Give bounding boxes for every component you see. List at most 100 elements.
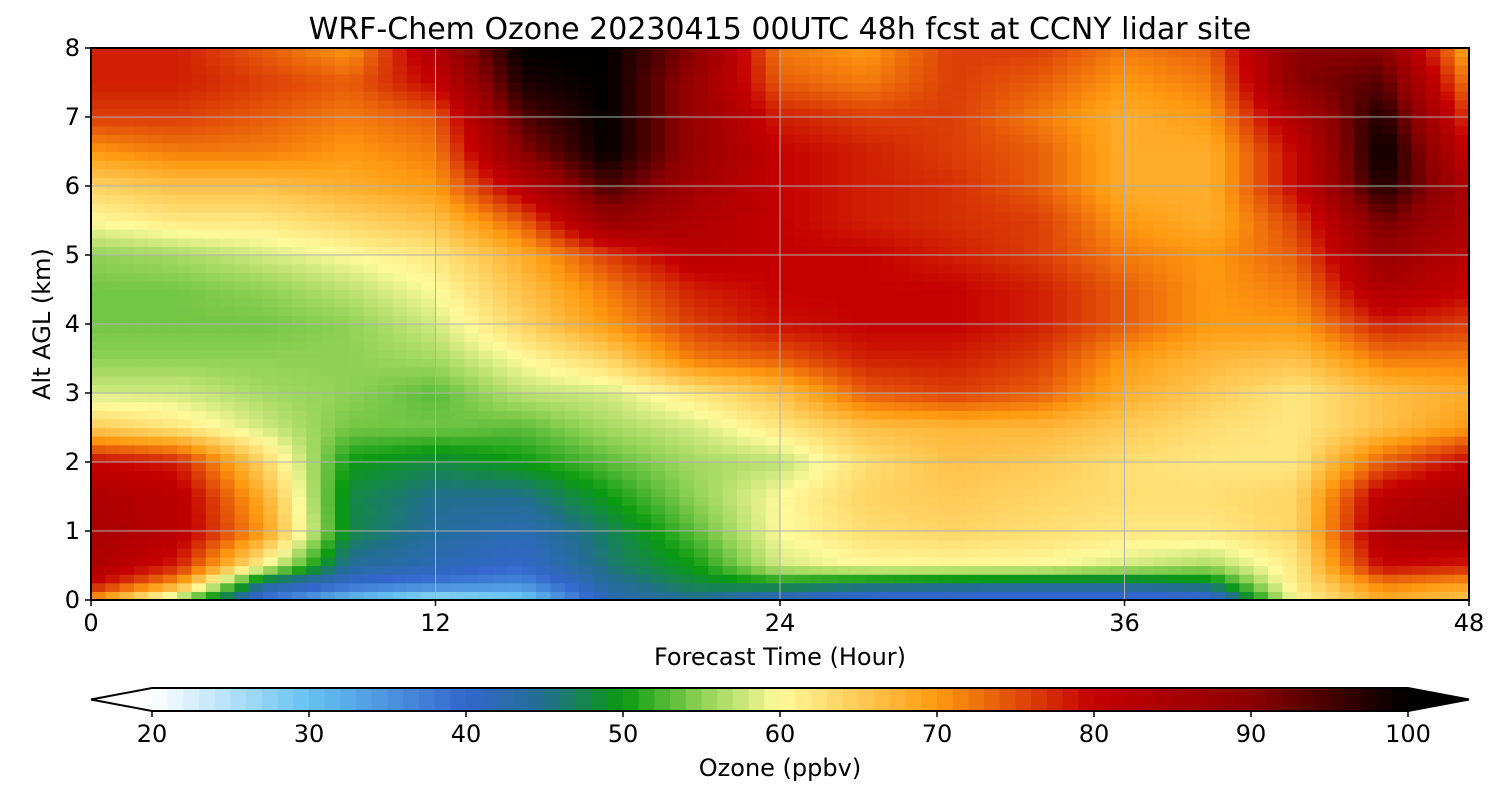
heatmap-cell — [1009, 203, 1025, 213]
heatmap-cell — [1038, 324, 1054, 334]
heatmap-cell — [550, 556, 566, 567]
heatmap-cell — [880, 341, 896, 351]
heatmap-cell — [177, 375, 193, 385]
heatmap-cell — [1454, 315, 1470, 325]
heatmap-cell — [91, 591, 106, 601]
heatmap-cell — [306, 263, 322, 273]
heatmap-cell — [492, 160, 508, 170]
heatmap-cell — [349, 539, 365, 549]
heatmap-cell — [593, 229, 609, 239]
heatmap-cell — [148, 272, 164, 282]
heatmap-cell — [851, 246, 867, 256]
heatmap-cell — [837, 194, 853, 204]
heatmap-cell — [923, 539, 939, 549]
heatmap-cell — [349, 298, 365, 308]
heatmap-cell — [550, 487, 566, 498]
heatmap-cell — [1268, 194, 1283, 204]
heatmap-cell — [1110, 470, 1126, 480]
heatmap-cell — [952, 298, 968, 308]
heatmap-cell — [622, 367, 638, 377]
heatmap-cell — [1268, 556, 1283, 567]
heatmap-cell — [507, 453, 523, 463]
heatmap-cell — [306, 324, 322, 334]
heatmap-cell — [937, 272, 953, 282]
heatmap-cell — [1138, 548, 1154, 558]
heatmap-cell — [464, 574, 480, 584]
heatmap-cell — [1354, 194, 1370, 204]
heatmap-cell — [880, 453, 896, 463]
heatmap-cell — [1311, 444, 1327, 454]
heatmap-cell — [823, 539, 839, 549]
heatmap-cell — [191, 427, 207, 437]
heatmap-cell — [1325, 470, 1341, 480]
heatmap-cell — [521, 349, 537, 360]
heatmap-cell — [1454, 393, 1470, 403]
heatmap-cell — [1397, 246, 1413, 256]
heatmap-cell — [521, 539, 537, 549]
heatmap-cell — [1067, 151, 1083, 161]
heatmap-cell — [335, 168, 350, 178]
heatmap-cell — [851, 548, 867, 558]
heatmap-cell — [966, 513, 982, 523]
heatmap-cell — [378, 203, 394, 213]
heatmap-cell — [622, 531, 638, 541]
heatmap-cell — [363, 358, 379, 368]
heatmap-cell — [320, 479, 336, 489]
heatmap-cell — [722, 341, 738, 351]
heatmap-cell — [1382, 401, 1398, 411]
heatmap-cell — [650, 220, 666, 230]
heatmap-cell — [736, 168, 752, 178]
heatmap-cell — [234, 211, 250, 222]
heatmap-cell — [837, 315, 853, 325]
heatmap-cell — [564, 384, 580, 394]
heatmap-cell — [995, 237, 1011, 247]
heatmap-cell — [1282, 246, 1298, 256]
heatmap-cell — [751, 582, 767, 592]
heatmap-cell — [1253, 237, 1269, 247]
heatmap-cell — [449, 358, 465, 368]
heatmap-cell — [492, 539, 508, 549]
heatmap-cell — [966, 186, 982, 196]
heatmap-cell — [1095, 574, 1111, 584]
heatmap-cell — [636, 522, 652, 532]
heatmap-cell — [952, 453, 968, 463]
heatmap-cell — [1411, 436, 1427, 446]
heatmap-cell — [1181, 556, 1197, 567]
heatmap-cell — [1153, 341, 1169, 351]
heatmap-cell — [1153, 229, 1169, 239]
heatmap-cell — [1325, 332, 1341, 342]
heatmap-cell — [966, 203, 982, 213]
heatmap-cell — [995, 384, 1011, 394]
heatmap-cell — [837, 298, 853, 308]
heatmap-cell — [291, 324, 307, 334]
heatmap-cell — [220, 522, 236, 532]
heatmap-cell — [435, 289, 451, 299]
heatmap-cell — [1153, 487, 1169, 498]
heatmap-cell — [564, 496, 580, 506]
heatmap-cell — [722, 548, 738, 558]
heatmap-cell — [234, 565, 250, 575]
heatmap-cell — [765, 306, 781, 316]
heatmap-cell — [679, 427, 695, 437]
heatmap-cell — [1124, 513, 1140, 523]
heatmap-cell — [550, 462, 566, 472]
heatmap-cell — [937, 375, 953, 385]
heatmap-cell — [478, 556, 494, 567]
heatmap-cell — [1268, 272, 1283, 282]
heatmap-cell — [392, 548, 408, 558]
heatmap-cell — [679, 513, 695, 523]
heatmap-cell — [1425, 496, 1441, 506]
heatmap-cell — [1095, 375, 1111, 385]
heatmap-cell — [1196, 229, 1212, 239]
heatmap-cell — [1296, 505, 1312, 515]
heatmap-cell — [205, 565, 221, 575]
heatmap-cell — [1339, 151, 1355, 161]
heatmap-cell — [478, 410, 494, 420]
heatmap-cell — [349, 211, 365, 222]
heatmap-cell — [1153, 246, 1169, 256]
heatmap-cell — [751, 367, 767, 377]
heatmap-cell — [277, 255, 293, 265]
heatmap-cell — [665, 444, 681, 454]
heatmap-cell — [1138, 418, 1154, 429]
heatmap-cell — [191, 341, 207, 351]
